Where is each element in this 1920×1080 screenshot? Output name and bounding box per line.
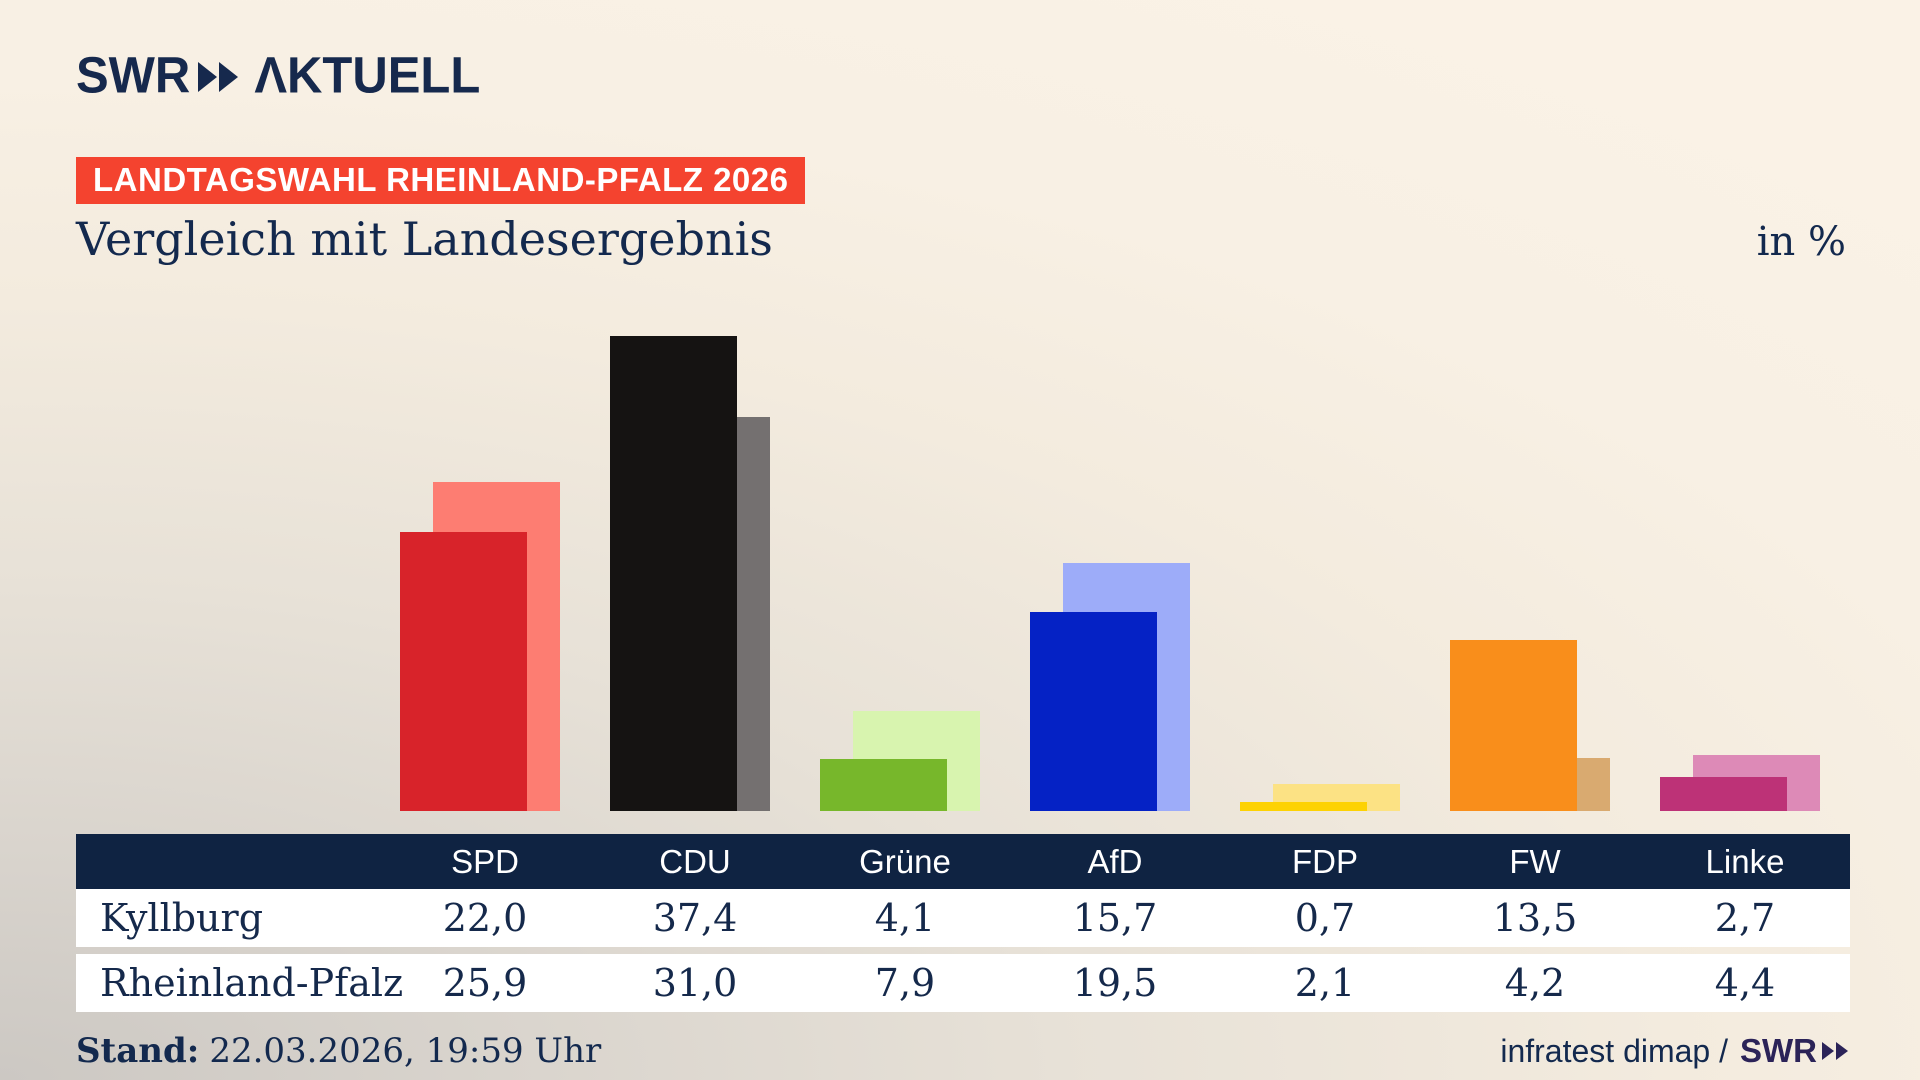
value-Rheinland-Pfalz-AfD: 19,5: [1072, 961, 1158, 1005]
bar-SPD-Kyllburg: [400, 532, 527, 811]
results-table: SPD CDU Grüne AfD FDP FW Linke Kyllburg 22,0 37,4…: [76, 834, 1850, 1012]
value-Kyllburg-Linke: 2,7: [1714, 896, 1776, 940]
swr-logo-small: SWR: [1740, 1032, 1848, 1070]
table-row-Rheinland-Pfalz: Rheinland-Pfalz 25,9 31,0 7,9 19,5 2,1 4,2 4,4: [76, 954, 1850, 1012]
column-header-CDU: CDU: [659, 842, 731, 880]
chevron-right-icon: [1822, 1042, 1834, 1060]
value-Rheinland-Pfalz-Linke: 4,4: [1714, 961, 1776, 1005]
election-badge: LANDTAGSWAHL RHEINLAND-PFALZ 2026: [76, 157, 806, 204]
value-Rheinland-Pfalz-CDU: 31,0: [652, 961, 738, 1005]
bar-FDP-Kyllburg: [1240, 802, 1367, 811]
column-header-FW: FW: [1509, 842, 1561, 880]
value-Kyllburg-SPD: 22,0: [442, 896, 528, 940]
chevron-right-icon: [1836, 1042, 1848, 1060]
chevron-right-icon: [198, 61, 218, 92]
column-header-FDP: FDP: [1292, 842, 1358, 880]
timestamp-value: 22.03.2026, 19:59 Uhr: [209, 1031, 602, 1071]
value-Rheinland-Pfalz-FW: 4,2: [1504, 961, 1566, 1005]
swr-aktuell-logo: SWR ΛKTUELL: [76, 47, 481, 105]
value-Rheinland-Pfalz-SPD: 25,9: [442, 961, 528, 1005]
bar-Grüne-Kyllburg: [820, 759, 947, 811]
swr-logo-small-text: SWR: [1740, 1032, 1817, 1069]
bar-Linke-Kyllburg: [1660, 777, 1787, 811]
column-header-Linke: Linke: [1705, 842, 1785, 880]
footer: Stand: 22.03.2026, 19:59 Uhr infratest di…: [76, 1028, 1848, 1074]
table-row-Kyllburg: Kyllburg 22,0 37,4 4,1 15,7 0,7 13,5 2,7: [76, 889, 1850, 947]
logo-swr-text: SWR: [76, 47, 191, 105]
logo-aktuell-text: ΛKTUELL: [254, 47, 481, 105]
source-credit-text: infratest dimap /: [1500, 1032, 1728, 1069]
bar-FW-Kyllburg: [1450, 640, 1577, 811]
bar-AfD-Kyllburg: [1030, 612, 1157, 811]
table-corner-cell: [76, 834, 380, 889]
value-Rheinland-Pfalz-Grüne: 7,9: [874, 961, 936, 1005]
value-Kyllburg-FDP: 0,7: [1294, 896, 1356, 940]
value-Kyllburg-Grüne: 4,1: [874, 896, 936, 940]
timestamp-label: Stand:: [76, 1031, 200, 1071]
column-header-SPD: SPD: [451, 842, 519, 880]
bar-CDU-Kyllburg: [610, 336, 737, 811]
chevron-right-icon: [219, 61, 239, 92]
column-header-AfD: AfD: [1087, 842, 1143, 880]
logo-chevron-icon: [198, 61, 240, 92]
value-Kyllburg-FW: 13,5: [1492, 896, 1578, 940]
source-credit: infratest dimap / SWR: [1500, 1032, 1848, 1070]
chart-title: Vergleich mit Landesergebnis: [76, 212, 773, 266]
column-header-Grüne: Grüne: [859, 842, 951, 880]
row-label-Rheinland-Pfalz: Rheinland-Pfalz: [100, 961, 404, 1005]
table-header-row: SPD CDU Grüne AfD FDP FW Linke: [76, 834, 1850, 889]
unit-label: in %: [1756, 219, 1846, 265]
timestamp: Stand: 22.03.2026, 19:59 Uhr: [76, 1031, 601, 1071]
value-Kyllburg-CDU: 37,4: [652, 896, 738, 940]
value-Rheinland-Pfalz-FDP: 2,1: [1294, 961, 1356, 1005]
value-Kyllburg-AfD: 15,7: [1072, 896, 1158, 940]
row-label-Kyllburg: Kyllburg: [100, 896, 264, 940]
